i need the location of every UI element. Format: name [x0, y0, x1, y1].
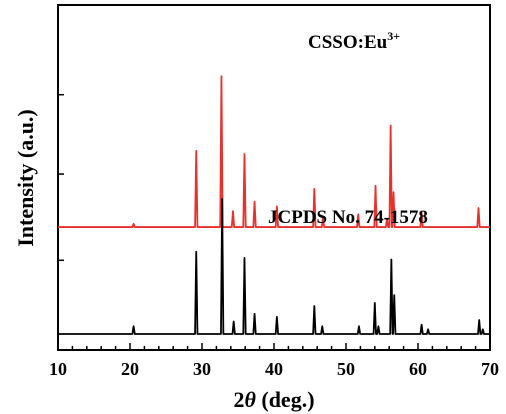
axis-ticks: 10 20 30 40 50 60 70 [49, 93, 499, 379]
plot-frame [57, 4, 491, 351]
x-tick-label: 70 [481, 359, 499, 379]
x-axis-label: 2θ (deg.) [233, 387, 314, 412]
series-line-jcpds [58, 198, 490, 335]
x-tick-label: 40 [265, 359, 283, 379]
series-traces [58, 75, 490, 335]
series-line-csso [58, 75, 490, 228]
x-tick-label: 20 [121, 359, 139, 379]
x-tick-label: 50 [337, 359, 355, 379]
series-label-csso: CSSO:Eu3+ [308, 29, 400, 53]
series-label-jcpds: JCPDS No. 74-1578 [268, 207, 428, 228]
x-tick-label: 60 [409, 359, 427, 379]
x-tick-label: 30 [193, 359, 211, 379]
y-axis-label: Intensity (a.u.) [13, 109, 38, 247]
x-tick-label: 10 [49, 359, 67, 379]
